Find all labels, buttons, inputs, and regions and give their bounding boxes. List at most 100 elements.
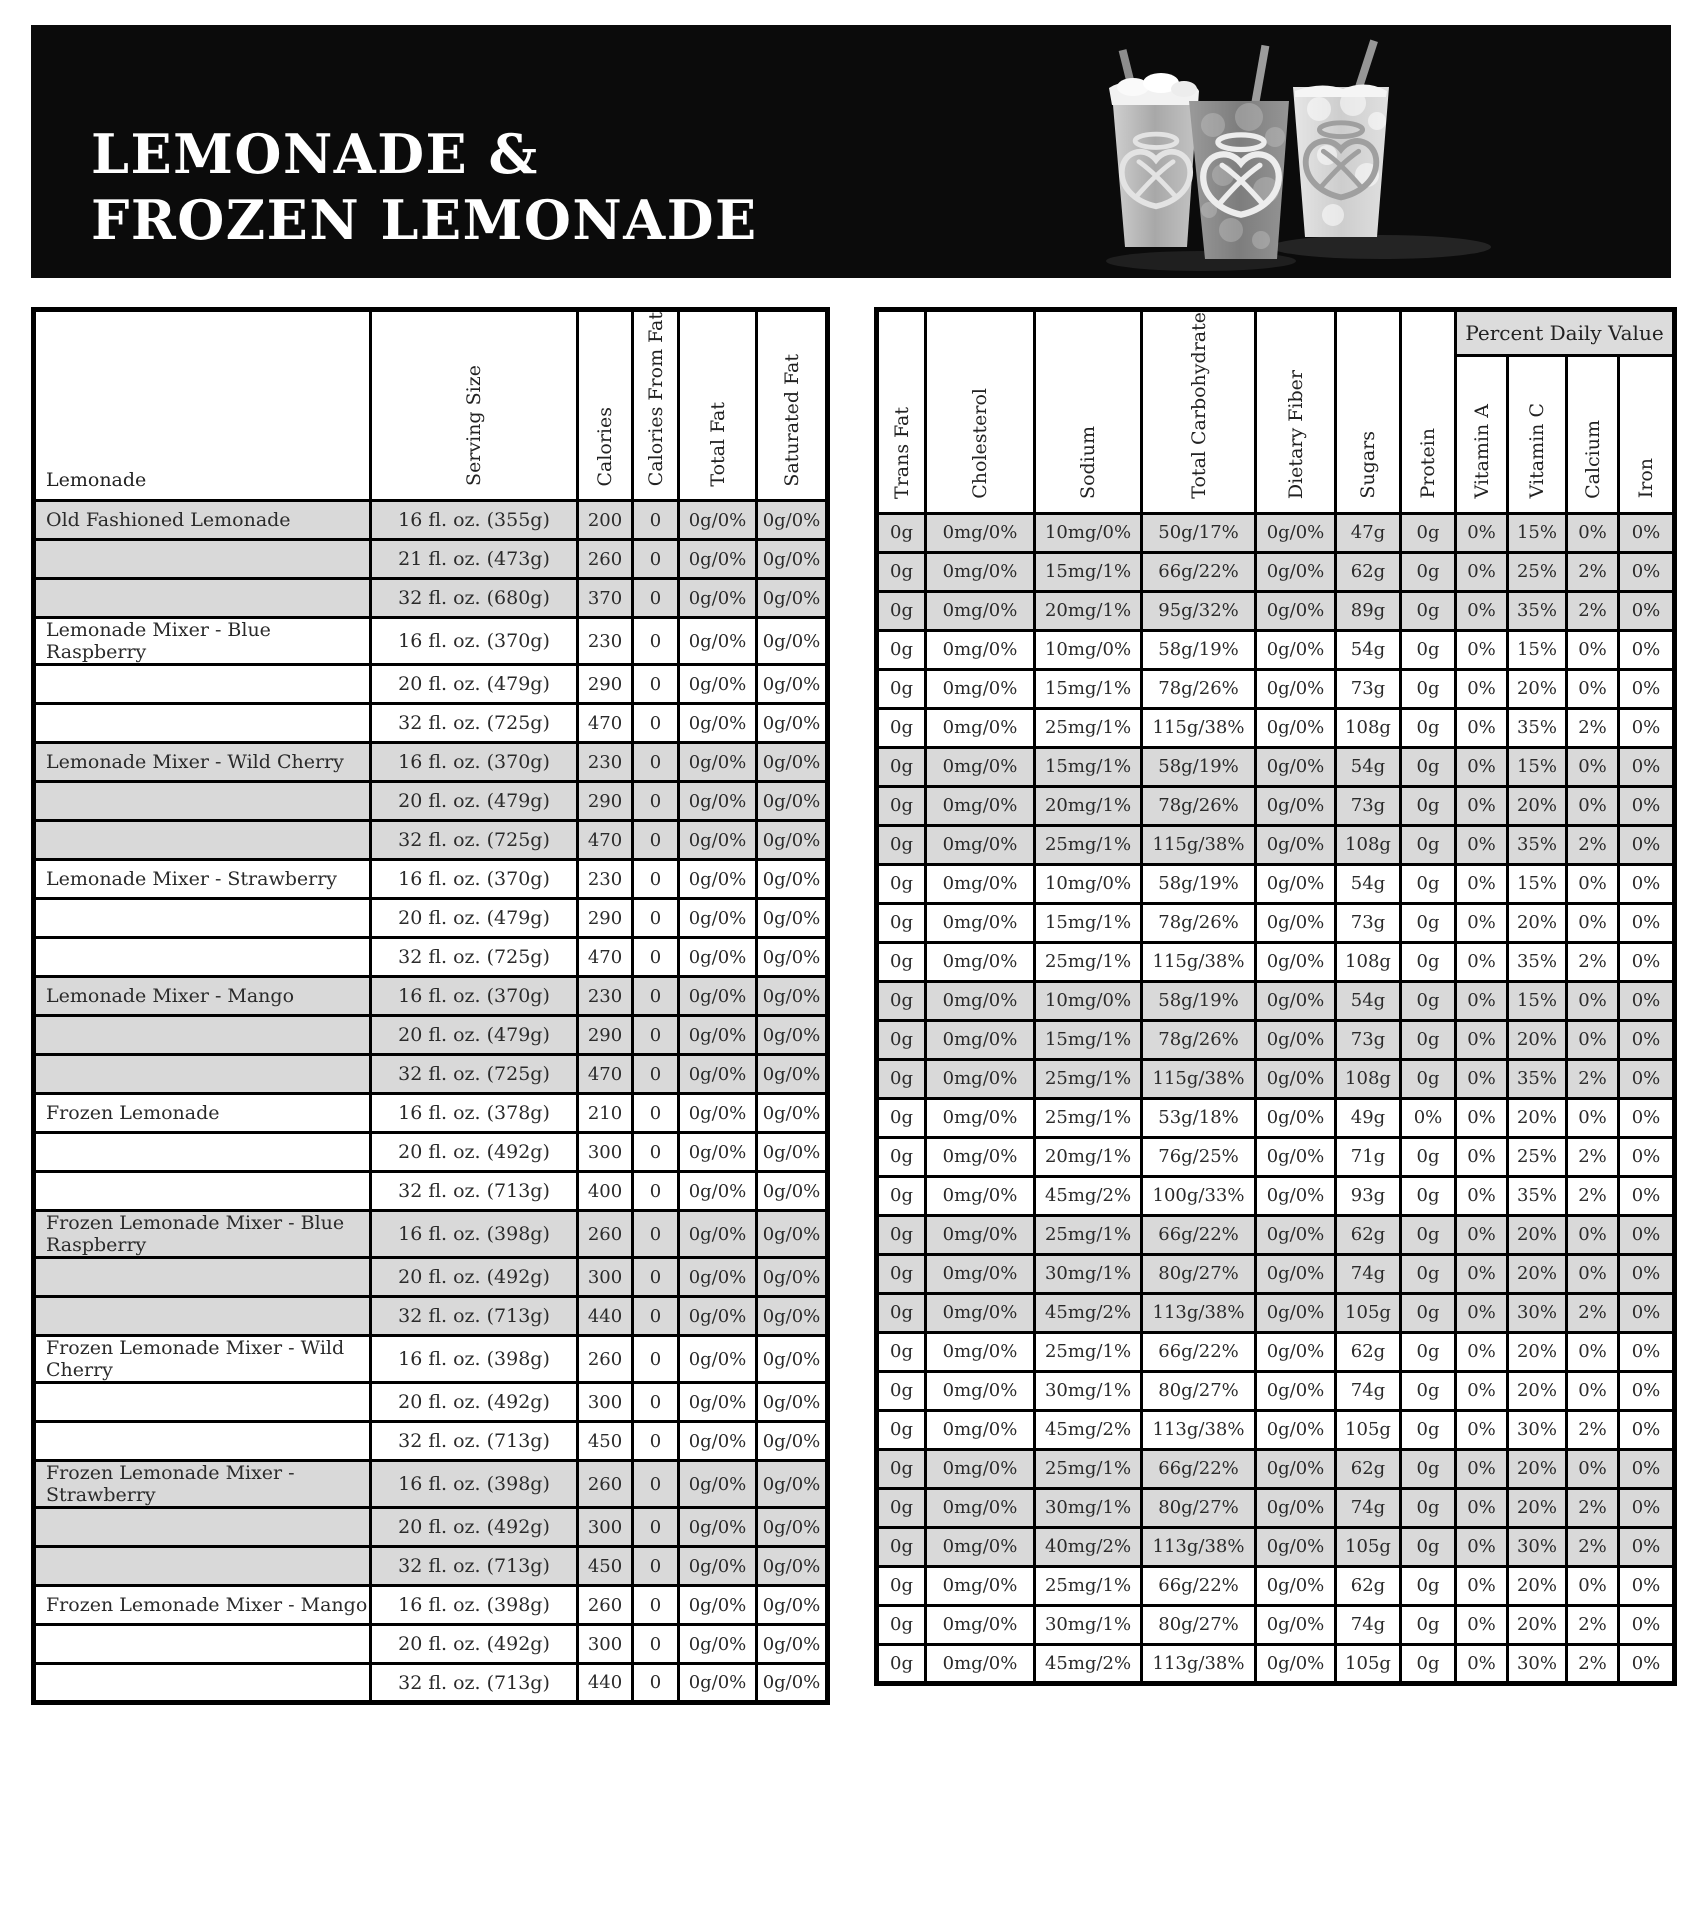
cell-cholesterol: 0mg/0% (924, 1096, 1036, 1139)
cell-protein: 0g (1399, 1525, 1457, 1568)
cell-saturated-fat: 0g/0% (755, 858, 829, 901)
right-table-row: 0g 0mg/0% 25mg/1% 53g/18% 0g/0% 49g 0% 0% 20% 0% 0… (875, 1096, 1677, 1139)
header-banner: LEMONADE & FROZEN LEMONADE (31, 25, 1671, 278)
cell-sodium: 15mg/1% (1033, 745, 1143, 788)
cell-calcium: 0% (1565, 862, 1620, 905)
cell-total-carbohydrate: 66g/22% (1140, 1564, 1257, 1607)
cell-cholesterol: 0mg/0% (924, 1603, 1036, 1646)
cell-vitamin-c: 20% (1506, 1213, 1568, 1256)
cell-total-fat: 0g/0% (677, 702, 758, 745)
left-table-row: 20 fl. oz. (479g) 290 0 0g/0% 0g/0% (32, 663, 829, 706)
left-table-row: Lemonade Mixer - Strawberry 16 fl. oz. (3… (32, 858, 829, 901)
cell-vitamin-c: 35% (1506, 823, 1568, 866)
cell-calories-from-fat: 0 (631, 1131, 680, 1174)
cell-protein: 0g (1399, 940, 1457, 983)
cell-name (32, 936, 372, 979)
cell-iron: 0% (1616, 706, 1677, 749)
cell-calories: 450 (576, 1545, 634, 1588)
cell-dietary-fiber: 0g/0% (1254, 1447, 1337, 1490)
cell-vitamin-a: 0% (1454, 1369, 1509, 1412)
cell-sodium: 25mg/1% (1033, 1213, 1143, 1256)
cell-serving: 20 fl. oz. (492g) (369, 1131, 579, 1174)
cell-sodium: 10mg/0% (1033, 511, 1143, 554)
cell-name: Lemonade Mixer - Blue Raspberry (32, 616, 372, 667)
cell-name (32, 577, 372, 620)
cell-trans-fat: 0g (875, 1447, 927, 1490)
cell-cholesterol: 0mg/0% (924, 1447, 1036, 1490)
page-title-line1: LEMONADE & (91, 122, 539, 186)
cell-total-fat: 0g/0% (677, 975, 758, 1018)
left-table-row: 20 fl. oz. (492g) 300 0 0g/0% 0g/0% (32, 1256, 829, 1299)
cell-dietary-fiber: 0g/0% (1254, 1291, 1337, 1334)
cell-vitamin-a: 0% (1454, 1564, 1509, 1607)
cell-calcium: 2% (1565, 1174, 1620, 1217)
cell-iron: 0% (1616, 1174, 1677, 1217)
cell-trans-fat: 0g (875, 1486, 927, 1529)
cell-vitamin-a: 0% (1454, 1330, 1509, 1373)
left-table-row: 32 fl. oz. (725g) 470 0 0g/0% 0g/0% (32, 936, 829, 979)
cell-protein: 0g (1399, 1642, 1457, 1685)
cell-total-fat: 0g/0% (677, 780, 758, 823)
cell-serving: 32 fl. oz. (713g) (369, 1545, 579, 1588)
column-header-iron: Iron (1616, 354, 1677, 515)
cell-sugars: 105g (1334, 1291, 1402, 1334)
cell-trans-fat: 0g (875, 1525, 927, 1568)
cell-total-carbohydrate: 80g/27% (1140, 1369, 1257, 1412)
cell-serving: 16 fl. oz. (370g) (369, 858, 579, 901)
column-header-dietary-fiber: Dietary Fiber (1254, 308, 1337, 515)
cell-vitamin-a: 0% (1454, 1603, 1509, 1646)
cell-serving: 21 fl. oz. (473g) (369, 538, 579, 581)
cell-protein: 0g (1399, 628, 1457, 671)
cell-trans-fat: 0g (875, 1603, 927, 1646)
cell-name: Frozen Lemonade Mixer - Blue Raspberry (32, 1209, 372, 1260)
cell-name (32, 663, 372, 706)
cell-total-carbohydrate: 95g/32% (1140, 589, 1257, 632)
cell-calories: 260 (576, 1334, 634, 1385)
cell-protein: 0g (1399, 784, 1457, 827)
cell-calories: 300 (576, 1381, 634, 1424)
cell-calories: 470 (576, 819, 634, 862)
cell-calories-from-fat: 0 (631, 936, 680, 979)
cell-calcium: 2% (1565, 940, 1620, 983)
cell-calcium: 0% (1565, 745, 1620, 788)
cell-calcium: 2% (1565, 1525, 1620, 1568)
cell-calories-from-fat: 0 (631, 1170, 680, 1213)
cell-total-fat: 0g/0% (677, 1014, 758, 1057)
cell-total-fat: 0g/0% (677, 936, 758, 979)
right-table-row: 0g 0mg/0% 15mg/1% 78g/26% 0g/0% 73g 0g 0% 20% 0% 0… (875, 667, 1677, 710)
cell-total-fat: 0g/0% (677, 577, 758, 620)
cell-saturated-fat: 0g/0% (755, 577, 829, 620)
cell-serving: 32 fl. oz. (713g) (369, 1662, 579, 1705)
cell-saturated-fat: 0g/0% (755, 1381, 829, 1424)
cell-calories: 210 (576, 1092, 634, 1135)
cell-serving: 16 fl. oz. (398g) (369, 1584, 579, 1627)
column-header-protein: Protein (1399, 308, 1457, 515)
cell-protein: 0g (1399, 1369, 1457, 1412)
cell-name (32, 819, 372, 862)
cell-cholesterol: 0mg/0% (924, 1174, 1036, 1217)
cell-vitamin-a: 0% (1454, 550, 1509, 593)
cell-total-carbohydrate: 50g/17% (1140, 511, 1257, 554)
cell-vitamin-c: 20% (1506, 1447, 1568, 1490)
cell-calories: 260 (576, 1459, 634, 1510)
cell-trans-fat: 0g (875, 1642, 927, 1685)
cell-sodium: 10mg/0% (1033, 862, 1143, 905)
cell-calories: 470 (576, 936, 634, 979)
left-table-row: Lemonade Mixer - Blue Raspberry 16 fl. oz… (32, 616, 829, 667)
cell-serving: 16 fl. oz. (398g) (369, 1209, 579, 1260)
cell-total-fat: 0g/0% (677, 1623, 758, 1666)
cell-total-carbohydrate: 58g/19% (1140, 628, 1257, 671)
left-table-row: 20 fl. oz. (492g) 300 0 0g/0% 0g/0% (32, 1506, 829, 1549)
right-table-row: 0g 0mg/0% 25mg/1% 66g/22% 0g/0% 62g 0g 0% 20% 0% 0… (875, 1447, 1677, 1490)
cell-cholesterol: 0mg/0% (924, 979, 1036, 1022)
left-table-row: 20 fl. oz. (479g) 290 0 0g/0% 0g/0% (32, 780, 829, 823)
cell-name (32, 780, 372, 823)
right-table-row: 0g 0mg/0% 15mg/1% 58g/19% 0g/0% 54g 0g 0% 15% 0% 0… (875, 745, 1677, 788)
cell-iron: 0% (1616, 1252, 1677, 1295)
cell-trans-fat: 0g (875, 1408, 927, 1451)
cell-calories-from-fat: 0 (631, 538, 680, 581)
cell-protein: 0g (1399, 1018, 1457, 1061)
cell-vitamin-c: 30% (1506, 1525, 1568, 1568)
cell-dietary-fiber: 0g/0% (1254, 823, 1337, 866)
cell-saturated-fat: 0g/0% (755, 1014, 829, 1057)
